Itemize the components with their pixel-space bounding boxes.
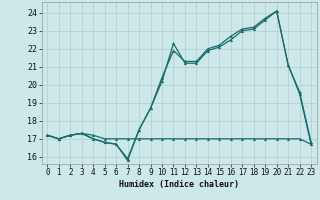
X-axis label: Humidex (Indice chaleur): Humidex (Indice chaleur): [119, 180, 239, 189]
